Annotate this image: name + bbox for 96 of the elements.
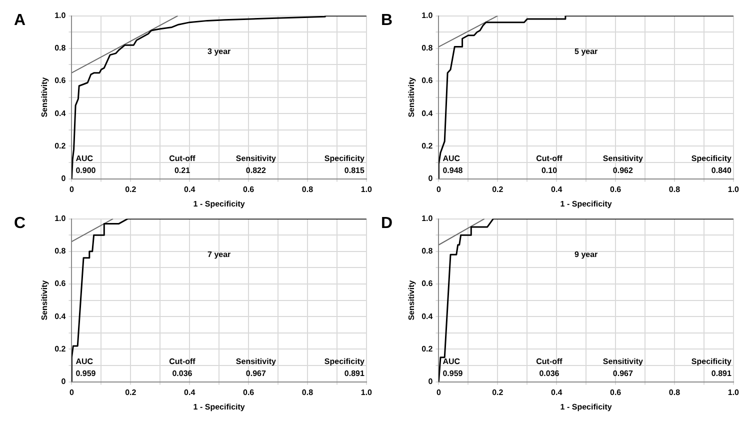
- y-tick-label: 1.0: [422, 214, 434, 224]
- x-tick-label: 0.4: [184, 184, 196, 194]
- y-axis-title: Sensitivity: [407, 280, 416, 320]
- x-tick-label: 1.0: [728, 184, 740, 194]
- annotation: AUC: [76, 154, 94, 164]
- y-axis-title: Sensitivity: [40, 280, 50, 320]
- annotation: AUC: [442, 154, 460, 164]
- annotation: 0.962: [612, 166, 634, 176]
- annotation: 0.967: [246, 369, 266, 378]
- annotation: Cut-off: [169, 154, 196, 164]
- x-axis-title: 1 - Specificity: [193, 199, 246, 208]
- annotation: 3 year: [208, 46, 231, 56]
- x-tick-label: 0: [436, 388, 442, 397]
- x-tick-label: 0.6: [242, 388, 255, 397]
- annotation: 0.891: [344, 369, 365, 378]
- x-tick-label: 0.2: [125, 388, 137, 397]
- y-tick-label: 0.6: [54, 76, 66, 86]
- x-tick-label: 0: [69, 388, 74, 397]
- y-tick-label: 0.8: [422, 246, 434, 256]
- y-tick-label: 0.8: [422, 44, 434, 53]
- y-tick-label: 1.0: [54, 11, 66, 20]
- annotation: Sensitivity: [236, 154, 276, 164]
- x-tick-label: 0.2: [492, 184, 504, 194]
- annotation: 0.959: [442, 369, 464, 378]
- annotation: AUC: [76, 357, 94, 366]
- y-tick-label: 0: [428, 174, 434, 184]
- y-tick-label: 0.2: [422, 141, 434, 150]
- y-tick-label: 0.8: [54, 246, 66, 256]
- annotation: 0.840: [711, 166, 732, 176]
- annotation: Specificity: [691, 357, 732, 366]
- y-tick-label: 0.6: [422, 76, 434, 86]
- annotation: Cut-off: [536, 357, 563, 366]
- x-tick-label: 0.4: [551, 388, 563, 397]
- y-tick-label: 0: [61, 377, 66, 386]
- x-tick-label: 0.8: [668, 184, 681, 194]
- x-tick-label: 0.8: [302, 184, 314, 194]
- annotation: 0.822: [246, 166, 266, 176]
- y-tick-label: 1.0: [422, 11, 434, 20]
- x-tick-label: 0: [69, 184, 74, 194]
- y-tick-label: 0.2: [54, 344, 66, 354]
- annotation: 0.891: [711, 369, 732, 378]
- x-tick-label: 0: [436, 184, 442, 194]
- annotation: Specificity: [324, 154, 365, 164]
- y-axis-title: Sensitivity: [407, 76, 416, 118]
- y-tick-label: 0: [61, 174, 66, 184]
- y-axis-title: Sensitivity: [40, 76, 50, 118]
- annotation: 0.967: [612, 369, 634, 378]
- x-tick-label: 0.4: [184, 388, 196, 397]
- annotation: 0.959: [76, 369, 96, 378]
- annotation: 0.036: [539, 369, 560, 378]
- annotation: 5 year: [574, 46, 598, 56]
- x-tick-label: 0.2: [125, 184, 137, 194]
- y-tick-label: 0.6: [54, 279, 66, 288]
- annotation: 7 year: [208, 250, 231, 259]
- y-tick-label: 0.4: [422, 312, 434, 321]
- chart-title: C: [13, 214, 27, 234]
- annotation: AUC: [442, 357, 460, 366]
- x-tick-label: 0.8: [302, 388, 314, 397]
- chart-title: B: [380, 11, 394, 31]
- annotation: 0.10: [541, 166, 558, 176]
- y-tick-label: 0.4: [54, 108, 66, 118]
- x-tick-label: 0.8: [668, 388, 681, 397]
- x-tick-label: 0.6: [610, 388, 622, 397]
- annotation: Cut-off: [169, 357, 196, 366]
- y-tick-label: 0.2: [54, 141, 66, 150]
- x-tick-label: 1.0: [728, 388, 740, 397]
- x-axis-title: 1 - Specificity: [193, 402, 246, 412]
- annotation: 0.21: [174, 166, 191, 176]
- x-tick-label: 1.0: [360, 388, 373, 397]
- chart-title: A: [13, 11, 27, 31]
- annotation: Sensitivity: [602, 154, 644, 164]
- y-tick-label: 0.8: [54, 44, 66, 53]
- x-tick-label: 0.4: [551, 184, 563, 194]
- annotation: Specificity: [324, 357, 365, 366]
- annotation: Sensitivity: [602, 357, 644, 366]
- x-tick-label: 0.2: [492, 388, 504, 397]
- y-tick-label: 0.4: [54, 312, 66, 321]
- x-tick-label: 0.6: [610, 184, 622, 194]
- annotation: Cut-off: [536, 154, 563, 164]
- annotation: Specificity: [691, 154, 732, 164]
- annotation: 0.900: [76, 166, 96, 176]
- annotation: Sensitivity: [236, 357, 276, 366]
- annotation: 9 year: [574, 250, 598, 259]
- x-axis-title: 1 - Specificity: [560, 402, 612, 412]
- annotation: 0.036: [172, 369, 193, 378]
- y-tick-label: 1.0: [54, 214, 66, 224]
- y-tick-label: 0: [428, 377, 434, 386]
- x-tick-label: 0.6: [242, 184, 255, 194]
- y-tick-label: 0.2: [422, 344, 434, 354]
- x-tick-label: 1.0: [360, 184, 373, 194]
- x-axis-title: 1 - Specificity: [560, 199, 612, 208]
- chart-title: D: [380, 214, 394, 234]
- y-tick-label: 0.6: [422, 279, 434, 288]
- annotation: 0.948: [442, 166, 464, 176]
- y-tick-label: 0.4: [422, 108, 434, 118]
- annotation: 0.815: [344, 166, 365, 176]
